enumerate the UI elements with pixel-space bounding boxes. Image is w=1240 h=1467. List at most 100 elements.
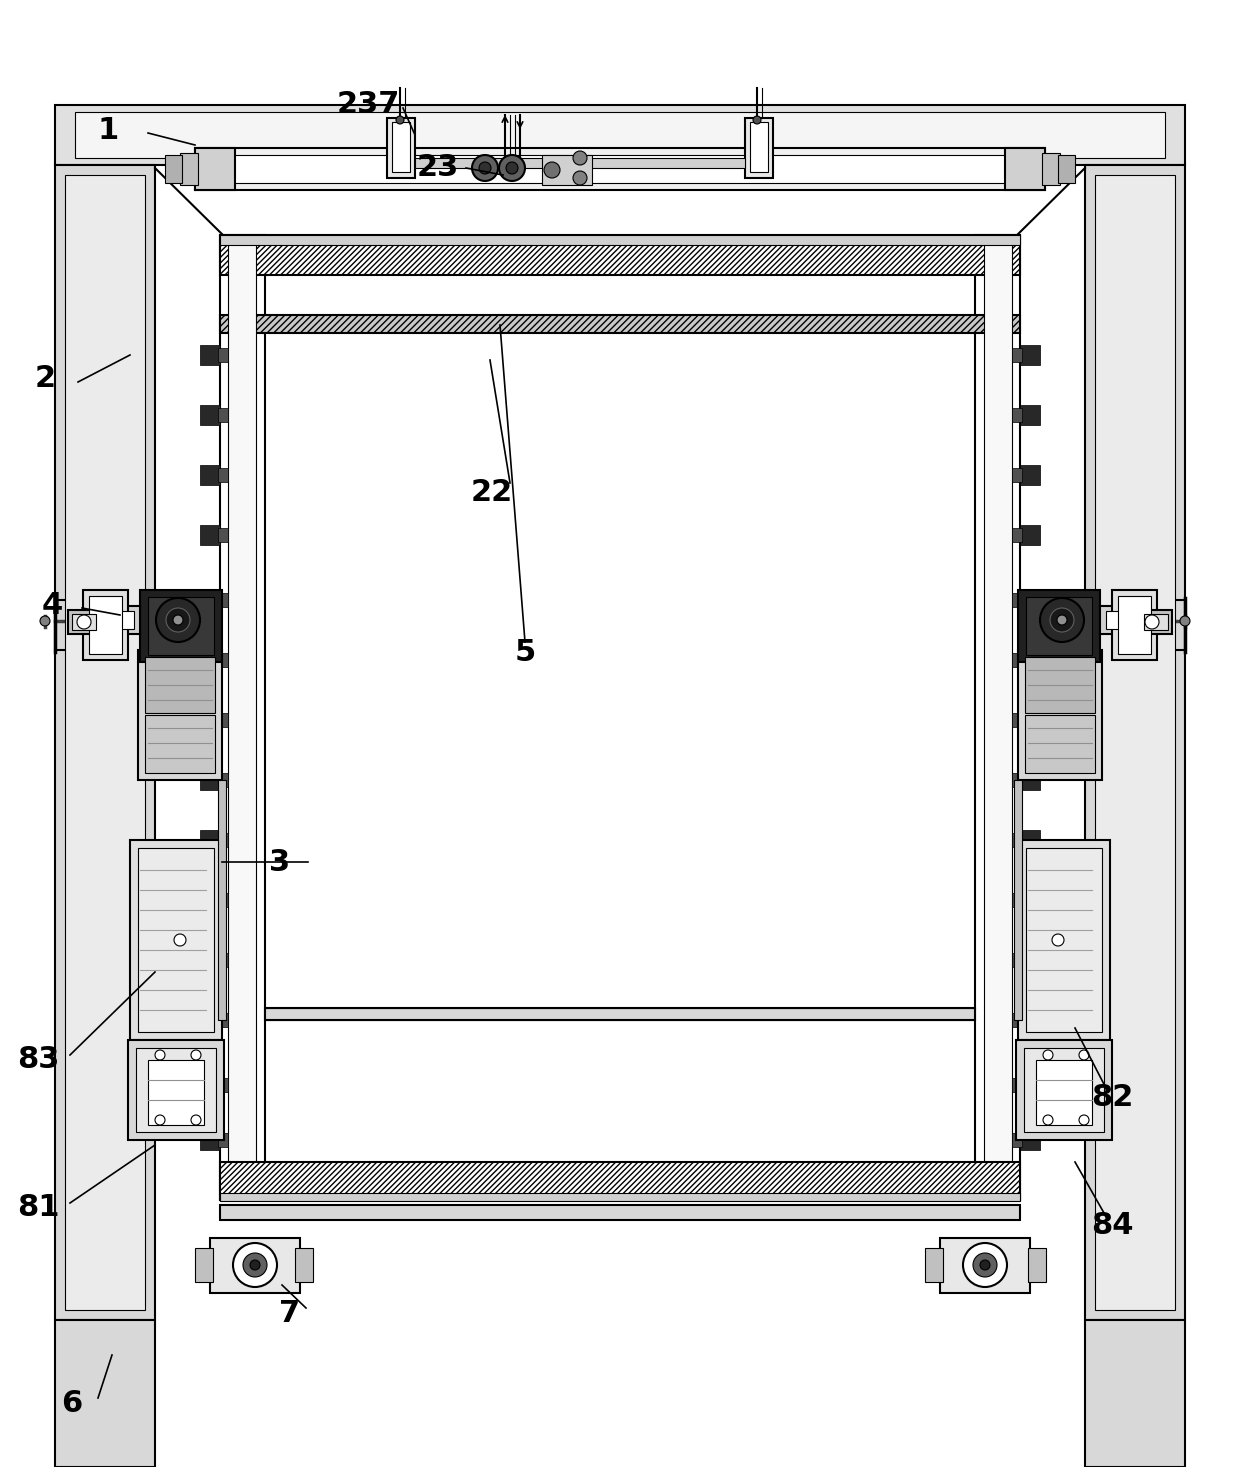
Circle shape [191, 1050, 201, 1061]
Circle shape [498, 156, 525, 180]
Bar [1025, 714, 1095, 773]
Bar [200, 1009, 219, 1030]
Bar [1140, 610, 1172, 634]
Circle shape [506, 161, 518, 175]
Circle shape [479, 161, 491, 175]
Bar [985, 241, 1012, 1196]
Bar [1035, 1061, 1092, 1125]
Circle shape [77, 615, 91, 629]
Bar [219, 1162, 1021, 1200]
Bar [1021, 951, 1040, 970]
Bar [1021, 345, 1040, 365]
Bar [745, 117, 773, 178]
Bar [295, 1248, 312, 1282]
Bar [1025, 657, 1095, 713]
Bar [1118, 596, 1151, 654]
Bar [200, 525, 219, 546]
Bar [130, 841, 222, 1040]
Circle shape [1079, 1050, 1089, 1061]
Bar [68, 610, 100, 634]
Bar [195, 1248, 213, 1282]
Circle shape [1043, 1050, 1053, 1061]
Bar [218, 833, 228, 846]
Bar [1145, 615, 1168, 629]
Bar [1028, 1248, 1047, 1282]
Bar [1012, 893, 1022, 907]
Bar [1025, 848, 1102, 1031]
Bar [265, 1008, 975, 1020]
Bar [975, 235, 1021, 1200]
Circle shape [963, 1243, 1007, 1287]
Bar [218, 1133, 228, 1147]
Bar [1004, 148, 1045, 191]
Bar [1021, 1009, 1040, 1030]
Text: 237: 237 [336, 89, 399, 119]
Circle shape [544, 161, 560, 178]
Bar [180, 153, 198, 185]
Bar [1012, 954, 1022, 967]
Bar [218, 1078, 228, 1091]
Text: 6: 6 [61, 1388, 83, 1417]
Circle shape [1079, 1115, 1089, 1125]
Bar [195, 148, 236, 191]
Bar [89, 596, 122, 654]
Bar [1012, 408, 1022, 422]
Bar [1021, 590, 1040, 610]
Bar [200, 345, 219, 365]
Circle shape [1043, 1115, 1053, 1125]
Bar [165, 156, 182, 183]
Bar [218, 713, 228, 728]
Text: 5: 5 [515, 638, 536, 666]
Bar [1021, 650, 1040, 670]
Bar [105, 610, 134, 629]
Bar [205, 156, 1035, 183]
Bar [148, 597, 215, 654]
Text: 1: 1 [98, 116, 119, 145]
Circle shape [1050, 607, 1074, 632]
Bar [1014, 780, 1022, 1020]
Bar [136, 1047, 216, 1133]
Text: 22: 22 [471, 477, 513, 506]
Bar [1016, 1040, 1112, 1140]
Bar [1024, 1047, 1104, 1133]
Bar [1021, 405, 1040, 425]
Circle shape [155, 1115, 165, 1125]
Bar [1085, 1320, 1185, 1467]
Bar [1012, 653, 1022, 667]
Text: 83: 83 [17, 1046, 60, 1074]
Bar [1112, 590, 1157, 660]
Bar [1042, 153, 1060, 185]
Bar [1058, 156, 1075, 183]
Bar [200, 1075, 219, 1094]
Bar [218, 408, 228, 422]
Circle shape [1052, 934, 1064, 946]
Bar [218, 773, 228, 786]
Text: 2: 2 [35, 364, 56, 393]
Bar [218, 780, 226, 1020]
Circle shape [155, 1050, 165, 1061]
Bar [218, 528, 228, 541]
Bar [1021, 465, 1040, 486]
Bar [415, 158, 745, 169]
Bar [200, 405, 219, 425]
Bar [218, 468, 228, 483]
Text: 82: 82 [1091, 1084, 1133, 1112]
Bar [72, 615, 95, 629]
Circle shape [243, 1253, 267, 1276]
Bar [1100, 606, 1140, 634]
Bar [145, 714, 215, 773]
Bar [200, 710, 219, 731]
Bar [55, 1320, 155, 1467]
Bar [1018, 841, 1110, 1040]
Bar [1021, 770, 1040, 791]
Bar [1021, 830, 1040, 849]
Bar [1018, 650, 1102, 780]
Bar [200, 890, 219, 910]
Bar [74, 111, 1166, 158]
Bar [195, 148, 1045, 191]
Bar [145, 657, 215, 713]
Bar [542, 156, 591, 185]
Circle shape [573, 151, 587, 164]
Bar [1012, 348, 1022, 362]
Bar [200, 650, 219, 670]
